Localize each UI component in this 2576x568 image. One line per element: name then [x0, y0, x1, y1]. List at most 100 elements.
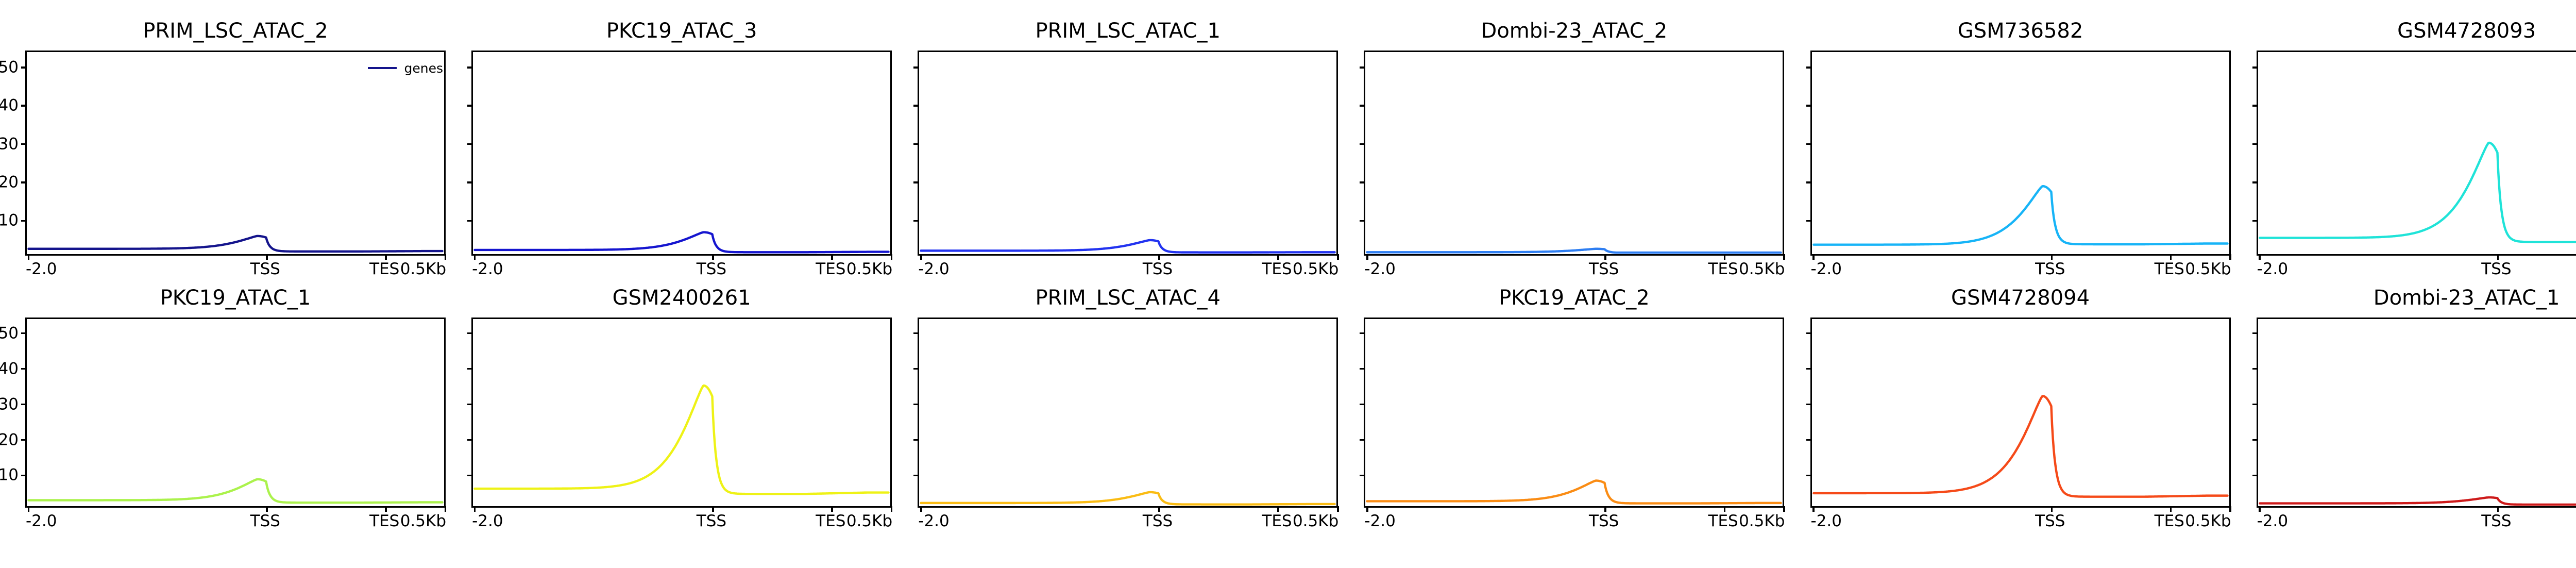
profile-curve: [2258, 141, 2576, 243]
y-tick: [21, 220, 27, 222]
x-tick-label: -2.0: [26, 260, 57, 278]
y-tick: [1806, 220, 1812, 222]
x-tick-label: 0.5Kb: [846, 512, 893, 530]
x-tick-label: 0.5Kb: [1292, 260, 1339, 278]
y-tick: [1806, 181, 1812, 183]
y-tick: [1360, 367, 1366, 370]
profile-curve: [2258, 496, 2576, 506]
panel-title: PKC19_ATAC_1: [160, 286, 311, 310]
x-tick: [1277, 506, 1279, 512]
x-tick-label: TSS: [250, 260, 280, 278]
legend-line-sample: [368, 66, 397, 70]
profile-curve: [27, 235, 444, 253]
x-tick: [473, 506, 476, 512]
x-tick: [1783, 254, 1785, 260]
y-tick: [2252, 220, 2258, 222]
x-tick: [2259, 506, 2261, 512]
y-tick-label: 50: [0, 324, 19, 343]
y-tick: [1360, 439, 1366, 441]
y-tick-label: 40: [0, 359, 19, 378]
x-tick-label: 0.5Kb: [1739, 260, 1785, 278]
panel-title: GSM2400261: [612, 286, 751, 310]
y-tick: [21, 367, 27, 370]
y-tick: [21, 332, 27, 335]
x-tick: [1783, 506, 1785, 512]
x-tick: [1604, 506, 1606, 512]
y-tick: [21, 181, 27, 183]
x-tick-label: -2.0: [918, 512, 950, 530]
y-tick: [21, 66, 27, 69]
x-tick-label: -2.0: [1364, 512, 1396, 530]
y-tick: [913, 105, 920, 107]
x-tick-label: -2.0: [472, 260, 503, 278]
x-tick: [712, 506, 714, 512]
x-tick: [266, 506, 268, 512]
y-tick: [1360, 403, 1366, 406]
x-tick: [444, 506, 447, 512]
x-tick: [1158, 254, 1160, 260]
y-tick-label: 40: [0, 96, 19, 115]
y-tick: [467, 403, 473, 406]
x-tick-label: 0.5Kb: [846, 260, 893, 278]
y-tick: [2252, 105, 2258, 107]
y-tick: [1806, 66, 1812, 69]
y-tick: [913, 66, 920, 69]
x-tick-label: 0.5Kb: [1292, 512, 1339, 530]
plot-area: 10 20 30 40 50 -2.0 TSS TES 0.5Kb genes: [0, 51, 447, 277]
x-tick: [1366, 506, 1368, 512]
y-tick: [913, 367, 920, 370]
x-tick: [2497, 254, 2499, 260]
y-tick: [1806, 439, 1812, 441]
y-tick-label: 20: [0, 173, 19, 192]
x-tick: [1723, 506, 1726, 512]
y-tick-label: 30: [0, 395, 19, 414]
y-tick-label: 20: [0, 430, 19, 449]
y-tick: [467, 332, 473, 335]
profile-curve: [920, 239, 1336, 254]
x-tick-label: TES: [816, 260, 846, 278]
y-tick-label: 50: [0, 58, 19, 77]
x-tick: [2259, 254, 2261, 260]
x-tick: [2229, 506, 2231, 512]
x-tick: [1723, 254, 1726, 260]
y-tick: [1806, 403, 1812, 406]
x-tick-label: TSS: [1142, 512, 1173, 530]
x-tick-label: TES: [1262, 260, 1292, 278]
profile-curve: [1812, 395, 2229, 498]
x-tick: [1812, 254, 1815, 260]
x-tick: [1337, 506, 1339, 512]
x-tick-label: TES: [1708, 260, 1738, 278]
y-tick: [1806, 143, 1812, 145]
x-tick: [831, 506, 833, 512]
x-tick: [266, 254, 268, 260]
x-tick-label: TES: [1262, 512, 1292, 530]
x-tick-label: -2.0: [2257, 512, 2289, 530]
x-tick: [1277, 254, 1279, 260]
profile-curve: [27, 478, 444, 504]
profile-curve: [1366, 479, 1783, 505]
x-tick: [2497, 506, 2499, 512]
x-tick-label: TSS: [250, 512, 280, 530]
y-tick: [2252, 367, 2258, 370]
y-tick: [2252, 403, 2258, 406]
y-tick: [467, 66, 473, 69]
y-tick: [1360, 474, 1366, 477]
y-tick: [467, 474, 473, 477]
y-tick: [1360, 105, 1366, 107]
x-tick-label: TES: [369, 512, 400, 530]
profile-curve: [473, 231, 890, 254]
x-tick-label: TSS: [1589, 260, 1619, 278]
x-tick: [2229, 254, 2231, 260]
y-tick: [913, 181, 920, 183]
y-tick-label: 30: [0, 135, 19, 154]
y-tick: [467, 367, 473, 370]
x-tick-label: TSS: [2035, 512, 2065, 530]
x-tick: [1337, 254, 1339, 260]
x-tick-label: -2.0: [1364, 260, 1396, 278]
y-tick: [1360, 332, 1366, 335]
